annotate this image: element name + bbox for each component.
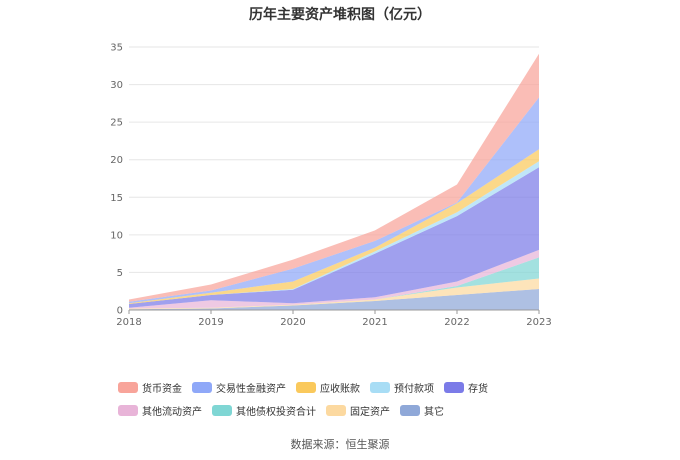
legend-swatch (444, 382, 464, 393)
x-tick-label: 2022 (444, 317, 469, 328)
legend-label: 其他债权投资合计 (236, 407, 316, 418)
chart-title: 历年主要资产堆积图（亿元） (249, 7, 431, 23)
legend-item[interactable]: 存货 (444, 380, 488, 395)
legend-swatch (212, 405, 232, 416)
y-tick-label: 15 (110, 193, 123, 204)
area-series-4 (129, 167, 539, 308)
legend-item[interactable]: 交易性金融资产 (192, 380, 286, 395)
area-series-7 (129, 97, 539, 304)
legend-item[interactable]: 其它 (400, 403, 444, 418)
y-tick-label: 10 (110, 230, 123, 241)
legend-label: 应收账款 (320, 384, 360, 395)
legend-swatch (192, 382, 212, 393)
legend-label: 存货 (468, 384, 488, 395)
legend-item[interactable]: 应收账款 (296, 380, 360, 395)
legend-item[interactable]: 其他流动资产 (118, 403, 202, 418)
area-series-8 (129, 53, 539, 302)
y-tick-label: 20 (110, 155, 123, 166)
y-tick-label: 5 (117, 268, 123, 279)
legend-swatch (370, 382, 390, 393)
y-tick-label: 25 (110, 118, 123, 129)
legend-label: 固定资产 (350, 407, 390, 418)
legend-swatch (118, 405, 138, 416)
legend-label: 交易性金融资产 (216, 384, 286, 395)
legend-label: 货币资金 (142, 384, 182, 395)
y-tick-label: 0 (117, 306, 123, 317)
y-tick-label: 35 (110, 43, 123, 54)
y-tick-label: 30 (110, 80, 123, 91)
x-tick-label: 2020 (280, 317, 305, 328)
legend-item[interactable]: 其他债权投资合计 (212, 403, 316, 418)
data-source-note: 数据来源：恒生聚源 (290, 438, 390, 451)
legend-swatch (400, 405, 420, 416)
x-tick-label: 2021 (362, 317, 387, 328)
legend: 货币资金 交易性金融资产 应收账款 预付款项 存货其他流动资产 其他债权投资合计 固定资产 其… (118, 378, 588, 424)
x-tick-label: 2019 (198, 317, 223, 328)
legend-swatch (118, 382, 138, 393)
area-series-group (129, 53, 539, 310)
legend-swatch (326, 405, 346, 416)
axes: 0 5 10 15 20 25 30 35 2018 2019 2020 2021 2022 2023 (110, 43, 551, 329)
legend-label: 其他流动资产 (142, 407, 202, 418)
legend-item[interactable]: 固定资产 (326, 403, 390, 418)
x-tick-label: 2023 (526, 317, 551, 328)
legend-label: 其它 (424, 407, 444, 418)
legend-label: 预付款项 (394, 384, 434, 395)
legend-item[interactable]: 货币资金 (118, 380, 182, 395)
area-series-1 (129, 278, 539, 310)
legend-item[interactable]: 预付款项 (370, 380, 434, 395)
x-tick-label: 2018 (116, 317, 141, 328)
legend-swatch (296, 382, 316, 393)
area-series-0 (129, 288, 539, 310)
